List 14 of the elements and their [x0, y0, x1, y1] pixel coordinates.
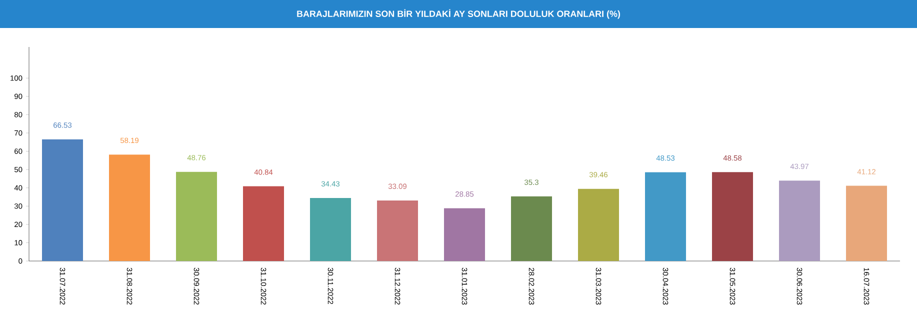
- bar: [444, 208, 486, 261]
- bar: [578, 188, 620, 261]
- bar: [109, 154, 150, 261]
- chart-title: BARAJLARIMIZIN SON BİR YILDAKİ AY SONLARI DOLULUK ORANLARI (%): [297, 9, 620, 19]
- bar: [176, 172, 218, 261]
- bar: [310, 198, 352, 261]
- bar: [779, 180, 820, 261]
- bar: [846, 186, 888, 261]
- bar: [42, 139, 83, 261]
- bar: [377, 200, 418, 261]
- bar: [645, 172, 686, 261]
- bar: [511, 196, 552, 261]
- bar: [243, 186, 284, 261]
- bar: [712, 172, 754, 261]
